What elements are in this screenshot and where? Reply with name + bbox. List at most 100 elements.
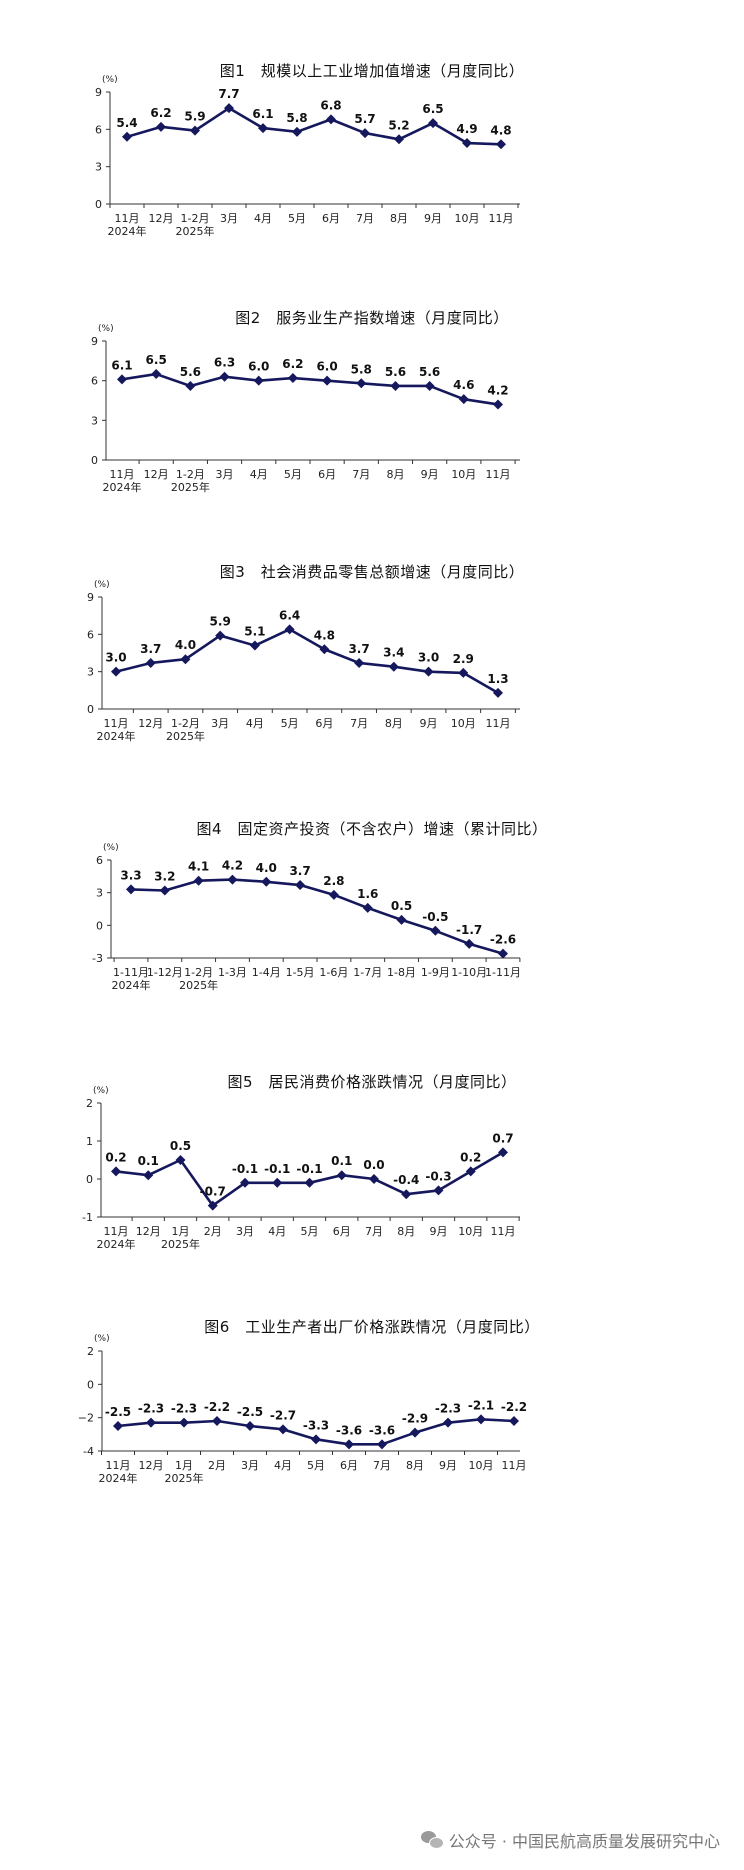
x-tick-year-label: 2025年 xyxy=(176,224,215,238)
data-label: 6.4 xyxy=(279,608,300,622)
x-tick-label: 2月 xyxy=(204,1225,222,1238)
data-point xyxy=(145,657,156,668)
x-tick-label: 5月 xyxy=(288,212,306,225)
y-tick-label: 1 xyxy=(86,1135,93,1148)
y-tick-label: 3 xyxy=(91,414,98,427)
x-tick-label: 1-9月 xyxy=(421,966,450,979)
data-point xyxy=(328,889,339,900)
y-tick-label: 6 xyxy=(95,123,102,136)
unit-label: (%) xyxy=(93,1086,109,1096)
x-tick-label: 11月 xyxy=(104,717,129,730)
data-point xyxy=(151,369,162,380)
series-line xyxy=(115,628,499,694)
data-label: 1.3 xyxy=(487,672,508,686)
y-tick-label: 0 xyxy=(87,703,94,716)
x-tick-label: 8月 xyxy=(406,1459,424,1472)
x-tick-label: 1-11月 xyxy=(113,966,149,979)
x-tick-label: 1-8月 xyxy=(387,966,416,979)
data-point xyxy=(253,375,264,386)
x-tick-label: 7月 xyxy=(352,468,370,481)
data-label: 0.5 xyxy=(391,899,412,913)
data-point xyxy=(401,1189,412,1200)
x-tick-label: 4月 xyxy=(274,1459,292,1472)
chart-title: 图4 固定资产投资（不含农户）增速（累计同比） xyxy=(196,820,548,838)
series-line xyxy=(126,106,502,146)
chart-2: 图2 服务业生产指数增速（月度同比） (%) 0 3 6 9 11月 2024年 12月 1-2月… xyxy=(0,307,744,537)
data-label: -2.5 xyxy=(237,1405,263,1419)
x-tick-label: 5月 xyxy=(284,468,302,481)
data-point xyxy=(159,885,170,896)
x-tick-label: 6月 xyxy=(340,1459,358,1472)
data-label: 5.6 xyxy=(419,365,440,379)
x-tick-label: 12月 xyxy=(144,468,169,481)
data-point xyxy=(156,121,166,132)
x-tick-label: 11月 xyxy=(115,212,140,225)
x-tick-label: 1月 xyxy=(175,1459,193,1472)
x-tick-label: 2月 xyxy=(208,1459,226,1472)
y-tick-label: 0 xyxy=(91,454,98,467)
x-tick-label: 1-6月 xyxy=(319,966,348,979)
data-label: 2.9 xyxy=(453,652,474,666)
data-point xyxy=(122,131,132,142)
x-tick-label: 11月 xyxy=(489,212,514,225)
data-label: 6.2 xyxy=(150,106,171,120)
data-point xyxy=(322,375,333,386)
x-tick-label: 9月 xyxy=(420,717,438,730)
data-point xyxy=(185,380,196,391)
data-label: 3.7 xyxy=(140,642,161,656)
x-tick-label: 6月 xyxy=(322,212,340,225)
data-point xyxy=(433,1185,444,1196)
data-label: 4.8 xyxy=(314,628,335,642)
unit-label: (%) xyxy=(94,580,110,590)
chart-title: 图5 居民消费价格涨跌情况（月度同比） xyxy=(227,1073,517,1091)
unit-label: (%) xyxy=(94,1334,110,1344)
data-point xyxy=(207,1200,218,1211)
data-label: 5.1 xyxy=(244,625,265,639)
data-label: -0.5 xyxy=(422,910,448,924)
data-label: -0.1 xyxy=(296,1162,322,1176)
x-tick-year-label: 2024年 xyxy=(103,480,142,494)
unit-label: (%) xyxy=(103,843,119,853)
data-label: 6.8 xyxy=(320,98,341,112)
data-point xyxy=(344,1439,354,1450)
data-point xyxy=(464,938,475,949)
y-tick-label: 3 xyxy=(95,161,102,174)
data-label: 6.0 xyxy=(316,360,337,374)
footer-text: 公众号 · 中国民航高质量发展研究中心 xyxy=(448,1832,720,1851)
data-label: 2.8 xyxy=(323,874,344,888)
x-tick-year-label: 2025年 xyxy=(179,978,218,992)
x-tick-label: 8月 xyxy=(397,1225,415,1238)
data-label: -3.6 xyxy=(369,1423,395,1437)
y-tick-label: −2 xyxy=(78,1412,94,1425)
data-point xyxy=(390,380,401,391)
data-point xyxy=(261,876,272,887)
data-label: 7.7 xyxy=(218,87,239,101)
data-point xyxy=(465,1166,476,1177)
x-tick-label: 9月 xyxy=(430,1225,448,1238)
data-point xyxy=(219,371,230,382)
y-tick-label: 9 xyxy=(95,86,102,99)
x-tick-label: 1-5月 xyxy=(286,966,315,979)
x-tick-label: 11月 xyxy=(104,1225,129,1238)
data-point xyxy=(126,884,136,895)
data-label: -2.3 xyxy=(171,1402,197,1416)
data-point xyxy=(212,1416,222,1426)
data-point xyxy=(396,914,407,925)
data-point xyxy=(258,123,268,134)
data-point xyxy=(215,630,226,641)
data-label: 6.5 xyxy=(422,102,443,116)
data-label: -2.5 xyxy=(105,1405,131,1419)
x-tick-label: 10月 xyxy=(455,212,480,225)
x-tick-label: 9月 xyxy=(424,212,442,225)
data-label: 6.1 xyxy=(252,107,273,121)
data-label: 5.4 xyxy=(116,116,137,130)
data-point xyxy=(245,1421,255,1431)
data-label: 0.2 xyxy=(460,1150,481,1164)
x-tick-label: 3月 xyxy=(241,1459,259,1472)
x-tick-label: 1-7月 xyxy=(353,966,382,979)
data-label: 3.2 xyxy=(154,869,175,883)
x-tick-label: 1-3月 xyxy=(218,966,247,979)
y-tick-label: 2 xyxy=(87,1345,94,1358)
